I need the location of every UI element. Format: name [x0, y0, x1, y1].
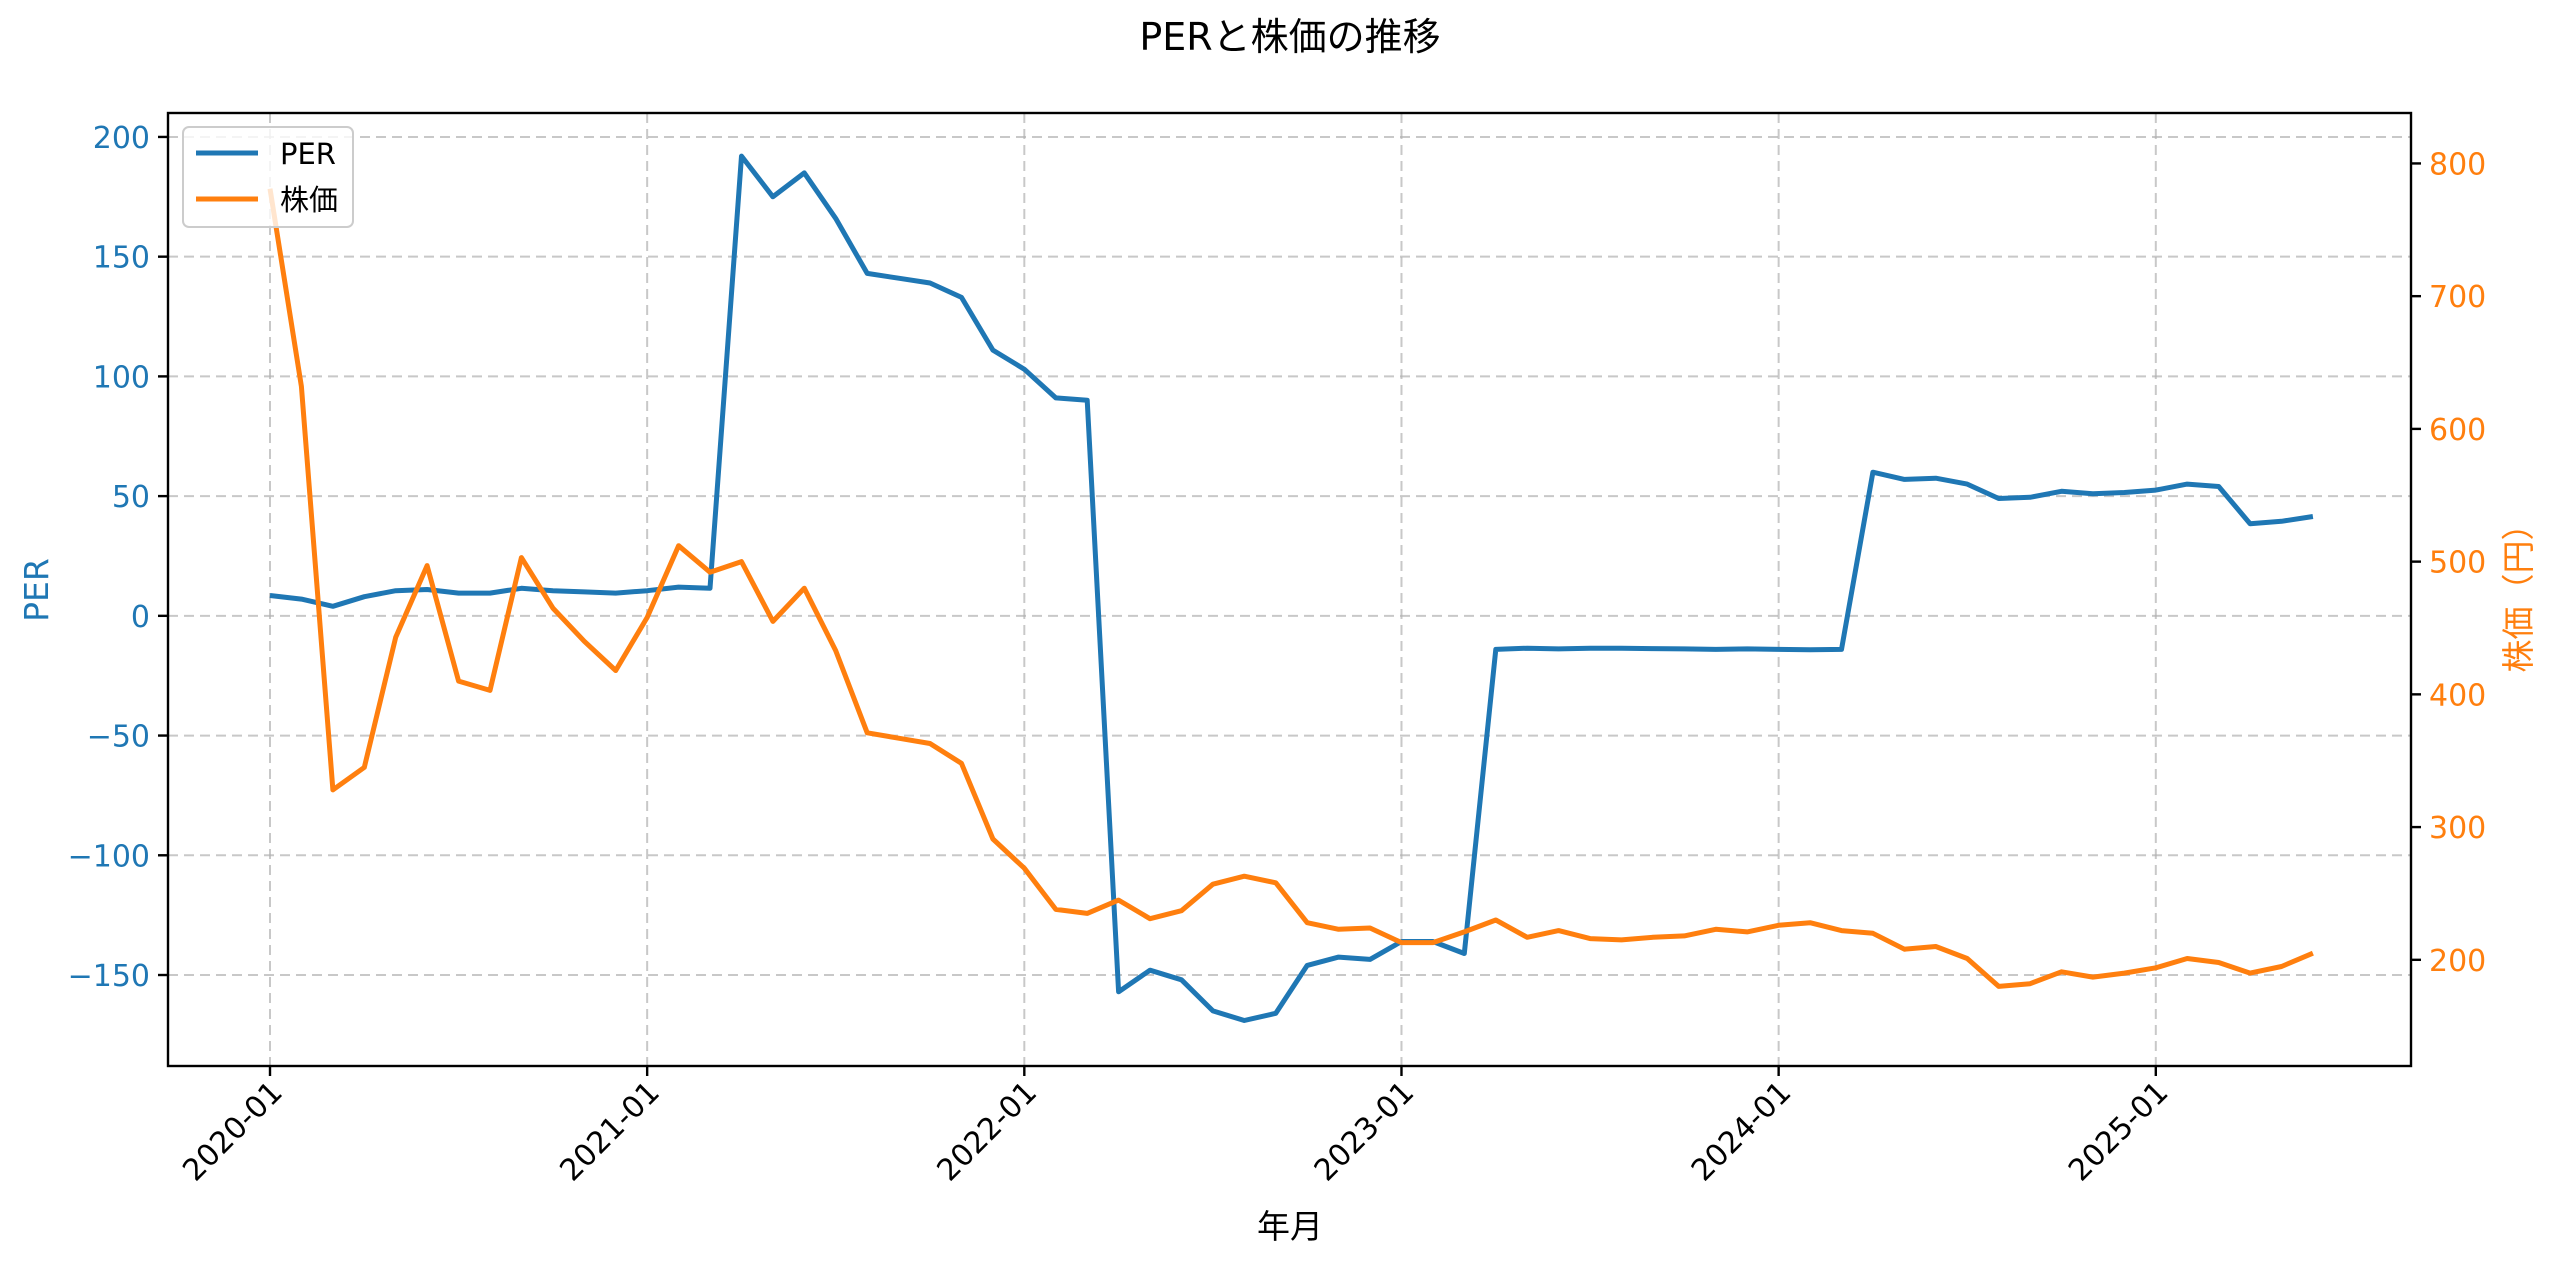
y-axis-right: 800 700 600 500 400 300 200 [2411, 147, 2486, 979]
series-lines [267, 153, 2314, 1023]
y-axis-right-label: 株価（円） [2499, 508, 2538, 673]
legend: PER 株価 [182, 126, 354, 228]
x-axis-label: 年月 [1257, 1207, 1323, 1246]
series-line-per [269, 153, 2314, 1023]
x-tick-label: 2022-01 [931, 1075, 1044, 1188]
x-tick-label: 2020-01 [176, 1075, 289, 1188]
y-left-tick-label: 150 [93, 241, 150, 276]
y-left-tick-label: 200 [93, 121, 150, 156]
x-axis: 2020-01 2021-01 2022-01 2023-01 2024-01 2025-… [176, 1066, 2175, 1188]
y-left-tick-label: 100 [93, 360, 150, 395]
y-left-tick-label: −100 [68, 839, 150, 874]
legend-label-price: 株価 [280, 183, 338, 217]
y-left-tick-label: −150 [68, 959, 150, 994]
y-left-tick-label: −50 [87, 720, 150, 755]
series-line-price [267, 188, 2314, 989]
y-right-tick-label: 500 [2429, 546, 2486, 581]
y-right-tick-label: 200 [2429, 944, 2486, 979]
y-right-tick-label: 600 [2429, 413, 2486, 448]
y-left-tick-label: 0 [131, 600, 150, 635]
y-left-tick-label: 50 [112, 480, 150, 515]
chart-title: PERと株価の推移 [1139, 15, 1440, 59]
grid-lines [168, 113, 2411, 1066]
legend-label-per: PER [280, 137, 336, 171]
y-right-tick-label: 300 [2429, 811, 2486, 846]
x-tick-label: 2024-01 [1685, 1075, 1798, 1188]
y-right-tick-label: 400 [2429, 678, 2486, 713]
y-axis-left: 200 150 100 50 0 −50 −100 −150 [68, 121, 168, 994]
y-right-tick-label: 800 [2429, 147, 2486, 182]
x-tick-label: 2021-01 [553, 1075, 666, 1188]
y-axis-left-label: PER [17, 558, 56, 622]
x-tick-label: 2025-01 [2062, 1075, 2175, 1188]
plot-area-frame [166, 111, 2413, 1068]
x-tick-label: 2023-01 [1308, 1075, 1421, 1188]
y-right-tick-label: 700 [2429, 280, 2486, 315]
